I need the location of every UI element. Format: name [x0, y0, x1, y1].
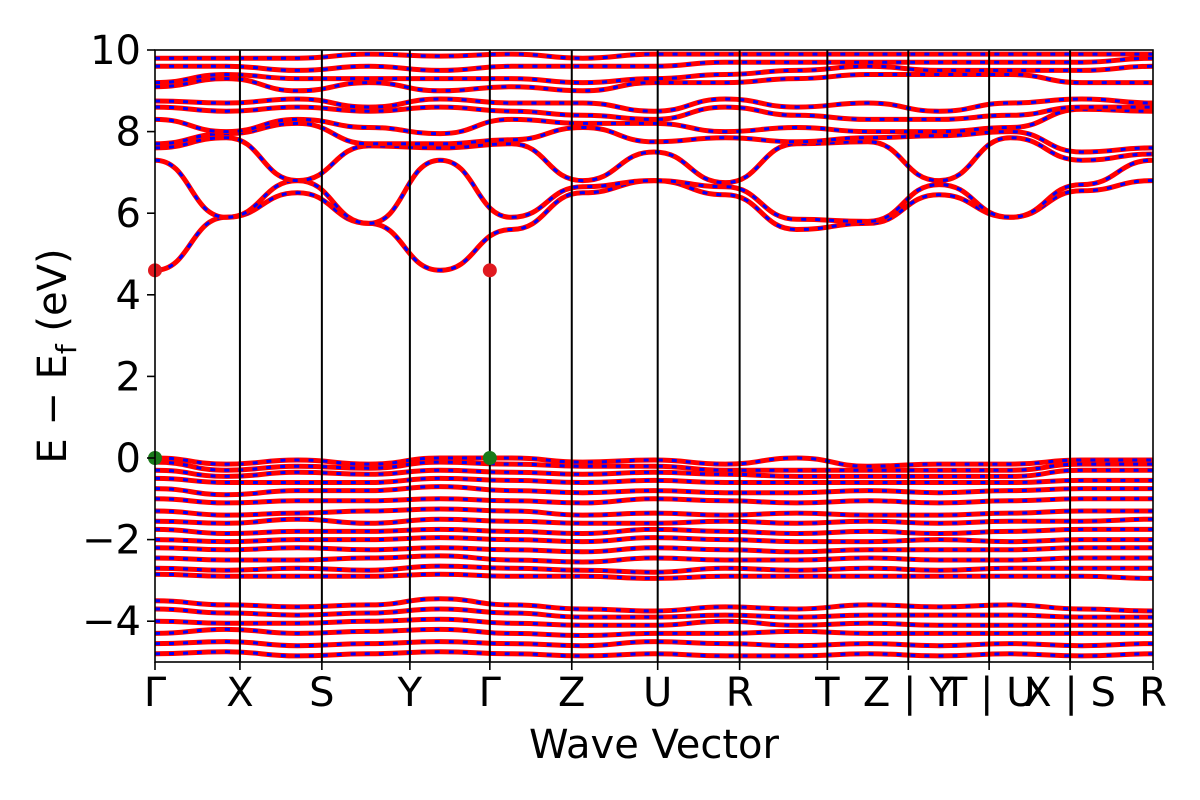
- x-tick-label-4: Γ: [479, 670, 502, 716]
- x-tick-label-2: S: [309, 670, 334, 716]
- cbm-marker-2: [482, 263, 497, 278]
- y-tick-label-0: −4: [82, 599, 141, 645]
- conduction-band-4-dashed-line: [155, 121, 1153, 154]
- conduction-band-3-line: [155, 135, 1153, 186]
- conduction-band-11-line: [155, 51, 1153, 61]
- valence-band-6-line: [155, 496, 1153, 506]
- vbm-marker-4: [482, 451, 497, 465]
- x-tick-label-8: T: [814, 670, 840, 716]
- valence-band-9-line: [155, 526, 1153, 537]
- conduction-band-8-line: [155, 71, 1153, 94]
- valence-band-11-line: [155, 545, 1153, 555]
- valence-band-7-line: [155, 506, 1153, 518]
- conduction-band-2-line: [155, 157, 1153, 226]
- x-tick-label-0: Γ: [144, 670, 167, 716]
- x-tick-label-5: Z: [558, 670, 585, 716]
- y-axis-label-main: E − E: [30, 354, 76, 464]
- y-tick-label-7: 10: [90, 28, 141, 74]
- y-axis-ticks: −4 −2 0 2 4 6 8 10: [82, 28, 155, 645]
- high-symmetry-lines: [238, 50, 1072, 662]
- x-tick-label-10: T | U: [942, 670, 1036, 716]
- bands-layer: [155, 51, 1153, 659]
- x-tick-label-6: U: [643, 670, 672, 716]
- valence-band-5-line: [155, 484, 1153, 498]
- y-axis-label-unit: [30, 332, 76, 345]
- valence-band-14-line: [155, 571, 1153, 581]
- conduction-band-3-dashed-line: [155, 136, 1153, 185]
- x-tick-label-3: Y: [397, 670, 423, 716]
- valence-band-19-line: [155, 639, 1153, 649]
- x-axis-label: Wave Vector: [529, 722, 780, 768]
- y-tick-label-2: 0: [116, 436, 141, 482]
- conduction-band-1-line: [155, 178, 1153, 273]
- y-axis-label-unit-text: (eV): [30, 248, 76, 331]
- x-tick-label-12: R: [1139, 670, 1167, 716]
- x-tick-label-1: X: [226, 670, 253, 716]
- x-axis-ticks: Γ X S Y Γ Z U R T Z | YT | UX | S R: [144, 662, 1167, 716]
- y-tick-label-1: −2: [82, 518, 141, 564]
- y-axis-label: E − Ef (eV): [30, 248, 83, 463]
- valence-band-10-line: [155, 535, 1153, 545]
- valence-band-13-line: [155, 563, 1153, 575]
- y-tick-label-5: 6: [116, 191, 141, 237]
- y-axis-label-subscript: f: [50, 343, 83, 354]
- plot-frame: [154, 49, 1154, 663]
- valence-band-20-line: [155, 649, 1153, 659]
- valence-band-15-line: [155, 596, 1153, 614]
- x-tick-label-9: Z | Y: [863, 670, 954, 716]
- valence-band-18-line: [155, 626, 1153, 639]
- y-tick-label-6: 8: [116, 110, 141, 156]
- y-tick-label-4: 4: [116, 273, 141, 319]
- x-tick-label-7: R: [726, 670, 754, 716]
- valence-band-12-line: [155, 553, 1153, 565]
- x-tick-label-11: X | S: [1024, 670, 1116, 716]
- valence-band-8-line: [155, 516, 1153, 526]
- valence-band-4-line: [155, 475, 1153, 486]
- y-tick-label-3: 2: [116, 354, 141, 400]
- valence-band-17-line: [155, 616, 1153, 628]
